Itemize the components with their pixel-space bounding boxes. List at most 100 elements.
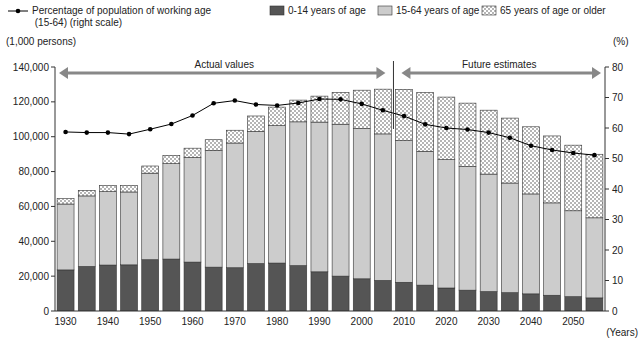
y-tick [51,241,55,242]
bar [353,90,370,128]
bar [353,129,370,279]
legend-label: Percentage of population of working age … [32,5,211,28]
x-tick-label: 2040 [520,316,543,327]
bar [269,107,286,126]
bar [121,192,138,265]
line-marker [444,126,449,131]
bar [417,151,434,285]
bar [586,298,603,311]
bar [332,124,349,276]
divider [393,61,394,129]
line-marker [233,98,238,103]
bar [374,134,391,281]
line-marker [486,130,491,135]
x-tick-label: 1950 [139,316,162,327]
y-tick [51,276,55,277]
line-marker [402,114,407,119]
y2-tick-label: 70 [612,92,624,103]
bar [501,118,518,183]
y-tick [51,206,55,207]
line-marker [529,143,534,148]
bar [523,194,540,294]
bar [311,272,328,311]
arrow-head [401,67,410,79]
line-marker [571,151,576,156]
line-marker [190,113,195,118]
y2-tick [605,128,609,129]
y-tick [51,171,55,172]
line-marker [254,102,259,107]
legend-marker [16,9,21,14]
y-tick-label: 140,000 [13,62,50,73]
plot-area [57,89,603,311]
bar [311,122,328,272]
chart: 020,00040,00060,00080,000100,000120,0001… [0,0,642,340]
bar [332,276,349,311]
bar [163,164,180,259]
line [66,99,595,155]
bar [290,122,307,266]
bar [480,110,497,174]
bar [78,266,95,311]
x-tick-label: 1980 [266,316,289,327]
line-marker [275,103,280,108]
x-tick-label: 1960 [181,316,204,327]
bar [226,268,243,311]
x-tick-label: 1970 [224,316,247,327]
bar [544,295,561,311]
bar [226,130,243,143]
x-tick-label: 1990 [308,316,331,327]
bar [205,150,222,267]
line-marker [465,127,470,132]
bar [480,292,497,311]
y-tick [51,136,55,137]
bar [565,297,582,311]
y2-axis-label: (%) [613,36,629,47]
bar [544,203,561,295]
y2-tick-label: 0 [612,306,618,317]
bar [99,265,116,311]
line-marker [592,153,597,158]
bar [142,166,159,173]
y-tick [51,67,55,68]
bar [544,136,561,203]
bar [57,270,74,311]
y2-tick [605,67,609,68]
bar [501,183,518,293]
bar [226,143,243,268]
line-marker [508,135,513,140]
y-tick [51,101,55,102]
bar [396,141,413,283]
legend-swatch [270,6,284,15]
line-marker [148,127,153,132]
y-tick-label: 60,000 [18,201,49,212]
annotation: Future estimates [462,59,536,70]
line-marker [84,130,89,135]
bar [248,264,265,311]
bar [269,126,286,263]
legend-swatch [378,6,392,15]
arrow-head [59,67,68,79]
y-tick-label: 20,000 [18,271,49,282]
line-marker [127,132,132,137]
line-marker [359,102,364,107]
legend-label: 15-64 years of age [396,5,480,16]
arrow-shaft [406,72,596,75]
line-marker [338,97,343,102]
bar [205,267,222,311]
bar [57,204,74,270]
x-tick-label: 1940 [97,316,120,327]
y2-tick-label: 30 [612,214,624,225]
bar [78,196,95,267]
bar [99,192,116,265]
bar [438,160,455,288]
bar [142,173,159,260]
line-marker [423,122,428,127]
y-tick-label: 40,000 [18,236,49,247]
legend-label-line: Percentage of population of working age [32,5,211,16]
bar [99,186,116,192]
bar [184,262,201,311]
y2-tick [605,280,609,281]
bar [565,145,582,211]
line-marker [381,108,386,113]
